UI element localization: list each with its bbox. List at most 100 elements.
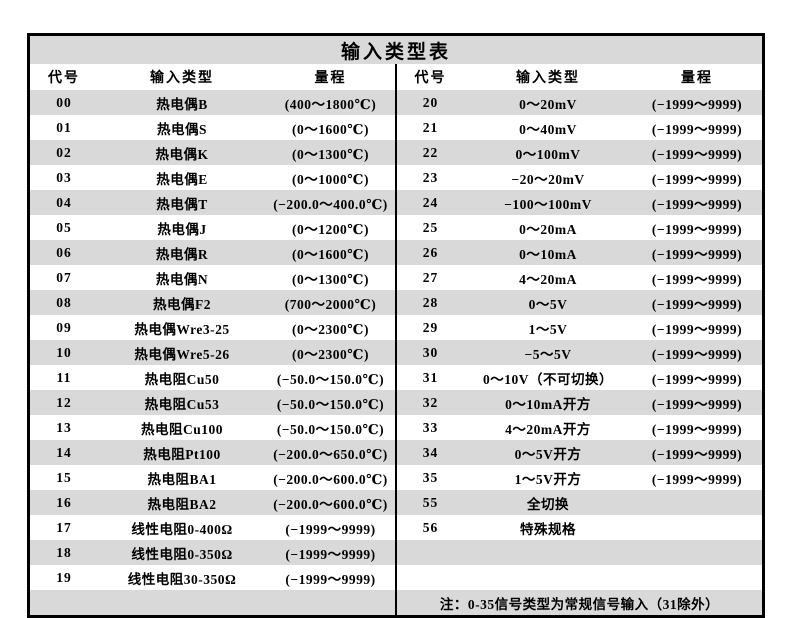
cell-left-type: 热电阻BA1 <box>98 465 266 490</box>
table-row: 03 热电偶E (0～1000℃) 23 −20～20mV (−1999～9999) <box>30 165 763 190</box>
cell-left-range: (−200.0～650.0℃) <box>266 440 397 465</box>
cell-left-range: (−200.0～600.0℃) <box>266 490 397 515</box>
table-row: 19 线性电阻30-350Ω (−1999～9999) <box>30 565 763 590</box>
table-row: 05 热电偶J (0～1200℃) 25 0～20mA (−1999～9999) <box>30 215 763 240</box>
cell-left-code: 07 <box>30 265 98 290</box>
page-root: 输入类型表 代号 输入类型 量程 代号 输入类型 量程 00 热电偶B (400～1800℃) 20… <box>27 33 765 618</box>
cell-right-range: (−1999～9999) <box>632 340 763 365</box>
cell-left-code: 12 <box>30 390 98 415</box>
cell-right-code: 27 <box>396 265 464 290</box>
cell-left-range: (−50.0～150.0℃) <box>266 415 397 440</box>
cell-right-code: 33 <box>396 415 464 440</box>
table-row: 08 热电偶F2 (700～2000℃) 28 0～5V (−1999～9999) <box>30 290 763 315</box>
cell-left-range: (−200.0～400.0℃) <box>266 190 397 215</box>
cell-left-code: 00 <box>30 90 98 115</box>
cell-right-code: 25 <box>396 215 464 240</box>
table-row: 13 热电阻Cu100 (−50.0～150.0℃) 33 4～20mA开方 (−1999… <box>30 415 763 440</box>
cell-right-code: 34 <box>396 440 464 465</box>
cell-left-code: 05 <box>30 215 98 240</box>
cell-right-range: (−1999～9999) <box>632 465 763 490</box>
cell-right-type: 0～20mA <box>464 215 632 240</box>
cell-right-range: (−1999～9999) <box>632 415 763 440</box>
cell-right-type: 1～5V <box>464 315 632 340</box>
cell-right-code: 20 <box>396 90 464 115</box>
table-row: 16 热电阻BA2 (−200.0～600.0℃) 55 全切换 <box>30 490 763 515</box>
cell-left-type: 线性电阻0-350Ω <box>98 540 266 565</box>
cell-left-code: 02 <box>30 140 98 165</box>
cell-right-code: 32 <box>396 390 464 415</box>
cell-left-range: (400～1800℃) <box>266 90 397 115</box>
cell-left-type: 热电阻Cu50 <box>98 365 266 390</box>
cell-left-type: 热电偶S <box>98 115 266 140</box>
cell-right-type: 4～20mA <box>464 265 632 290</box>
cell-left-range: (−50.0～150.0℃) <box>266 365 397 390</box>
cell-right-range: (−1999～9999) <box>632 165 763 190</box>
table-title: 输入类型表 <box>30 36 763 64</box>
cell-left-range: (0～1600℃) <box>266 115 397 140</box>
cell-right-type: 0～10V（不可切换） <box>464 365 632 390</box>
cell-right-range <box>632 490 763 515</box>
cell-right-type: 0～40mV <box>464 115 632 140</box>
cell-left-code: 11 <box>30 365 98 390</box>
cell-right-type: 全切换 <box>464 490 632 515</box>
cell-right-range: (−1999～9999) <box>632 390 763 415</box>
cell-right-range: (−1999～9999) <box>632 440 763 465</box>
input-type-table: 输入类型表 代号 输入类型 量程 代号 输入类型 量程 00 热电偶B (400～1800℃) 20… <box>27 33 765 618</box>
cell-right-type: −20～20mV <box>464 165 632 190</box>
cell-right-range: (−1999～9999) <box>632 240 763 265</box>
cell-left-type: 热电阻BA2 <box>98 490 266 515</box>
cell-left-type: 线性电阻0-400Ω <box>98 515 266 540</box>
cell-right-code: 30 <box>396 340 464 365</box>
table-row: 07 热电偶N (0～1300℃) 27 4～20mA (−1999～9999) <box>30 265 763 290</box>
cell-right-type: 4～20mA开方 <box>464 415 632 440</box>
table-row: 11 热电阻Cu50 (−50.0～150.0℃) 31 0～10V（不可切换） (−19… <box>30 365 763 390</box>
cell-right-type: −5～5V <box>464 340 632 365</box>
cell-right-code: 22 <box>396 140 464 165</box>
cell-right-code: 26 <box>396 240 464 265</box>
cell-left-type: 线性电阻30-350Ω <box>98 565 266 590</box>
cell-right-range: (−1999～9999) <box>632 90 763 115</box>
cell-left-range: (0～1000℃) <box>266 165 397 190</box>
table-row: 04 热电偶T (−200.0～400.0℃) 24 −100～100mV (−1999～… <box>30 190 763 215</box>
table-body: 输入类型表 代号 输入类型 量程 代号 输入类型 量程 00 热电偶B (400～1800℃) 20… <box>30 36 763 615</box>
cell-right-range <box>632 565 763 590</box>
column-header-type-right: 输入类型 <box>464 64 632 90</box>
cell-right-type: −100～100mV <box>464 190 632 215</box>
cell-right-range: (−1999～9999) <box>632 290 763 315</box>
cell-right-type: 0～5V开方 <box>464 440 632 465</box>
cell-left-type: 热电偶N <box>98 265 266 290</box>
cell-left-code: 04 <box>30 190 98 215</box>
cell-left-type: 热电阻Cu53 <box>98 390 266 415</box>
cell-left-code: 01 <box>30 115 98 140</box>
cell-right-code <box>396 565 464 590</box>
cell-left-range: (0～1200℃) <box>266 215 397 240</box>
cell-right-code: 23 <box>396 165 464 190</box>
cell-left-code: 18 <box>30 540 98 565</box>
cell-right-code: 28 <box>396 290 464 315</box>
cell-left-type: 热电偶F2 <box>98 290 266 315</box>
cell-left-code: 03 <box>30 165 98 190</box>
cell-right-type: 0～20mV <box>464 90 632 115</box>
table-row: 06 热电偶R (0～1600℃) 26 0～10mA (−1999～9999) <box>30 240 763 265</box>
table-row: 01 热电偶S (0～1600℃) 21 0～40mV (−1999～9999) <box>30 115 763 140</box>
cell-left-range: (0～1600℃) <box>266 240 397 265</box>
cell-right-range <box>632 540 763 565</box>
cell-right-type: 1～5V开方 <box>464 465 632 490</box>
cell-left-type: 热电阻Pt100 <box>98 440 266 465</box>
cell-right-type <box>464 565 632 590</box>
table-row: 02 热电偶K (0～1300℃) 22 0～100mV (−1999～9999) <box>30 140 763 165</box>
cell-left-type: 热电阻Cu100 <box>98 415 266 440</box>
cell-left-type: 热电偶R <box>98 240 266 265</box>
cell-right-type: 0～10mA开方 <box>464 390 632 415</box>
column-header-code-left: 代号 <box>30 64 98 90</box>
cell-left-code: 17 <box>30 515 98 540</box>
cell-right-code: 24 <box>396 190 464 215</box>
cell-left-code: 14 <box>30 440 98 465</box>
cell-left-type: 热电偶K <box>98 140 266 165</box>
cell-left-code: 13 <box>30 415 98 440</box>
cell-left-type: 热电偶T <box>98 190 266 215</box>
table-row: 10 热电偶Wre5-26 (0～2300℃) 30 −5～5V (−1999～9999) <box>30 340 763 365</box>
cell-left-range: (0～1300℃) <box>266 265 397 290</box>
cell-left-range: (−1999～9999) <box>266 540 397 565</box>
cell-right-code: 29 <box>396 315 464 340</box>
